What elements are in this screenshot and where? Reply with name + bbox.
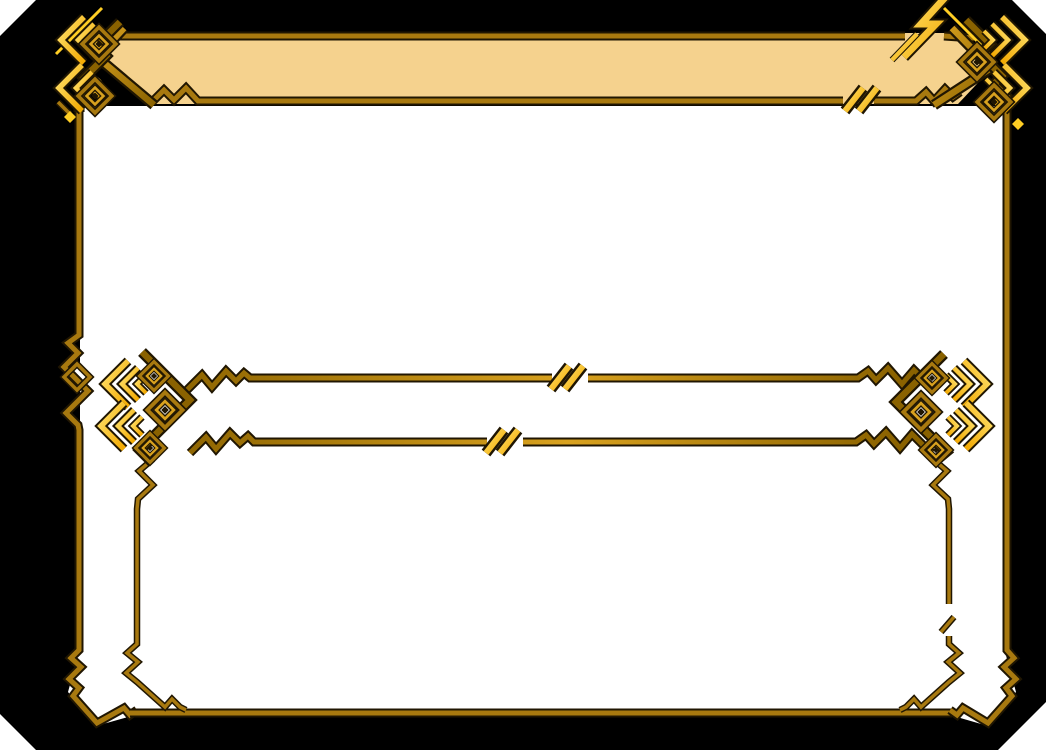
corner-ornament-top-left <box>56 6 120 123</box>
diamond-dot-icon <box>64 111 76 123</box>
diamond-dot-icon <box>1012 118 1024 130</box>
header-bar-fill <box>97 33 991 104</box>
header-bar <box>97 28 991 111</box>
corner-ornament-top-right <box>942 6 1027 130</box>
frame-interior-panel <box>68 106 1016 726</box>
